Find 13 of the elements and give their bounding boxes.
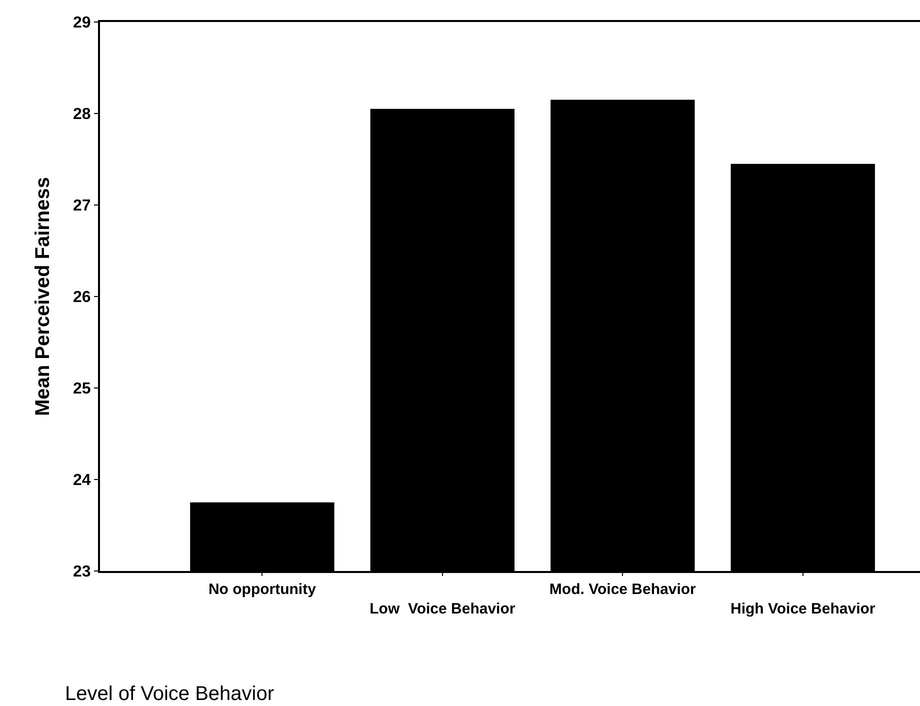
y-tick-label: 25: [73, 380, 91, 398]
y-tick-label: 26: [73, 289, 91, 306]
x-tick-label: Mod. Voice Behavior: [549, 581, 696, 598]
x-tick-label: High Voice Behavior: [730, 600, 876, 618]
x-tick-label: No opportunity: [208, 581, 317, 598]
y-tick-label: 27: [73, 198, 91, 215]
x-axis-title: Level of Voice Behavior: [65, 683, 274, 705]
y-tick-label: 29: [73, 14, 91, 32]
y-tick-label: 28: [73, 106, 91, 124]
y-tick-label: 23: [73, 564, 91, 581]
x-tick-label: Low Voice Behavior: [370, 600, 516, 618]
y-tick-label: 24: [73, 472, 91, 490]
y-axis-title: Mean Perceived Fairness: [32, 176, 54, 416]
